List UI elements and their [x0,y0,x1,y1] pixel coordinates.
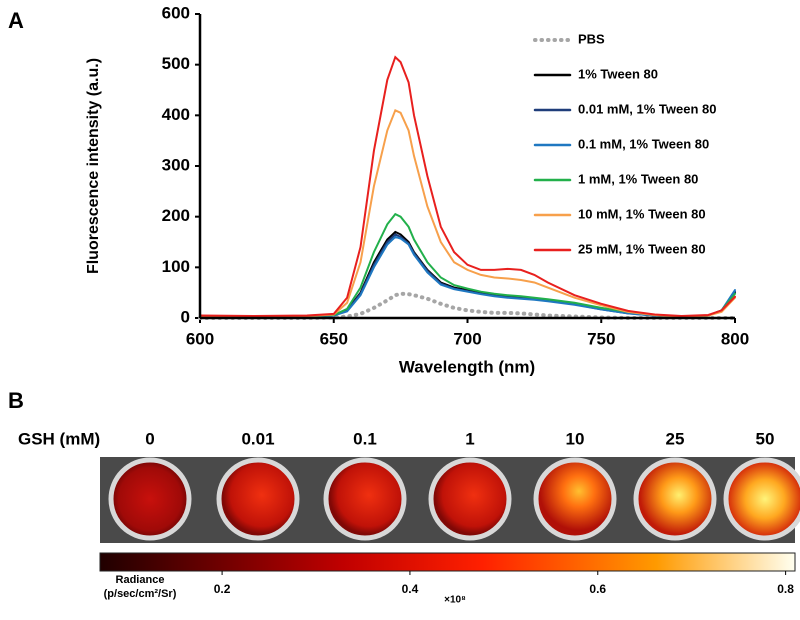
legend-label: 1% Tween 80 [578,66,658,81]
panel-label: B [8,388,24,413]
y-tick-label: 600 [162,3,190,22]
well [723,457,800,541]
legend-label: 1 mM, 1% Tween 80 [578,171,698,186]
well [533,457,617,541]
colorbar-tick-label: 0.8 [777,582,794,596]
row-label: GSH (mM) [18,429,100,448]
concentration-label: 10 [566,429,585,448]
y-axis-label: Fluorescence intensity (a.u.) [85,58,102,274]
well [428,457,512,541]
colorbar-label: (p/sec/cm²/Sr) [104,588,177,600]
x-tick-label: 750 [587,329,615,348]
colorbar-tick-label: 0.6 [589,582,606,596]
y-tick-label: 100 [162,257,190,276]
colorbar-label: Radiance [116,574,165,586]
y-tick-label: 500 [162,54,190,73]
x-tick-label: 800 [721,329,749,348]
legend-label: 0.01 mM, 1% Tween 80 [578,101,717,116]
y-tick-label: 200 [162,206,190,225]
legend-label: PBS [578,31,605,46]
x-axis-label: Wavelength (nm) [399,357,535,376]
colorbar [99,552,796,572]
series-line [199,55,736,318]
panel-label: A [8,8,24,33]
series-line [199,235,736,319]
well [323,457,407,541]
legend-label: 25 mM, 1% Tween 80 [578,241,706,256]
concentration-label: 0 [145,429,154,448]
y-tick-label: 400 [162,105,190,124]
concentration-label: 0.1 [353,429,377,448]
well [216,457,300,541]
well [633,457,717,541]
x-tick-label: 600 [186,329,214,348]
concentration-label: 0.01 [241,429,274,448]
concentration-label: 1 [465,429,474,448]
colorbar-tick-label: 0.4 [402,582,419,596]
well [108,457,192,541]
legend-label: 0.1 mM, 1% Tween 80 [578,136,709,151]
y-tick-label: 0 [181,307,190,326]
colorbar-tick-label: 0.2 [214,582,231,596]
y-tick-label: 300 [162,155,190,174]
x-tick-label: 700 [453,329,481,348]
legend-label: 10 mM, 1% Tween 80 [578,206,706,221]
concentration-label: 50 [756,429,775,448]
concentration-label: 25 [666,429,685,448]
x-tick-label: 650 [320,329,348,348]
colorbar-multiplier: ×10⁸ [444,595,466,606]
